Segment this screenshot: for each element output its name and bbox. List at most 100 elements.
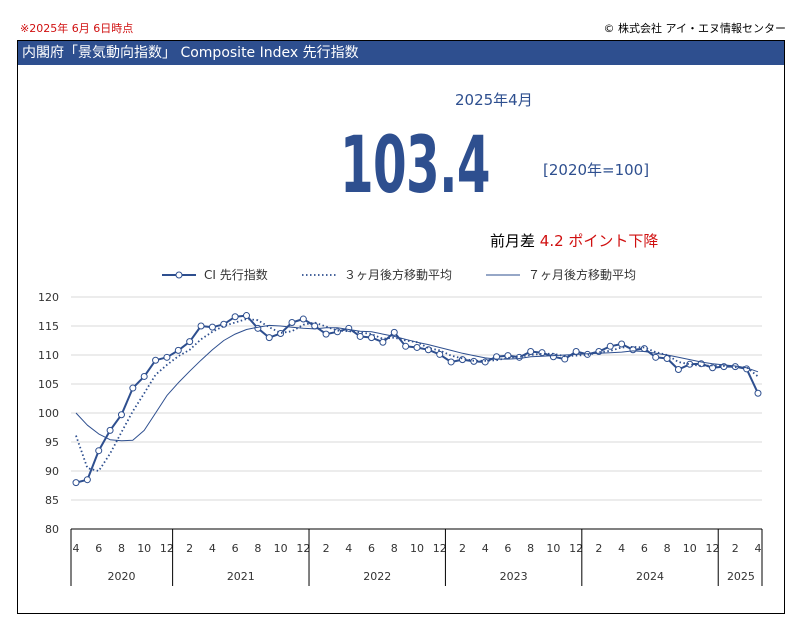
data-point xyxy=(538,349,546,357)
x-tick-label: 4 xyxy=(345,542,352,555)
y-axis: 80 85 90 95 100 105 110 115 120 xyxy=(38,291,59,536)
year-label: 2022 xyxy=(363,570,391,583)
data-point xyxy=(504,352,512,360)
data-point xyxy=(311,322,319,330)
legend-label: CI 先行指数 xyxy=(204,267,268,282)
as-of-note: ※2025年 6月 6日時点 xyxy=(20,22,134,35)
data-point xyxy=(390,328,398,336)
x-tick-label: 10 xyxy=(683,542,697,555)
y-tick-label: 95 xyxy=(45,436,59,449)
year-label: 2023 xyxy=(500,570,528,583)
x-tick-label: 4 xyxy=(73,542,80,555)
x-tick-label: 8 xyxy=(527,542,534,555)
year-label: 2025 xyxy=(727,570,755,583)
data-point xyxy=(106,426,114,434)
x-tick-label: 6 xyxy=(641,542,648,555)
period-label: 2025年4月 xyxy=(455,91,533,109)
x-tick-label: 8 xyxy=(118,542,125,555)
series-line-0 xyxy=(75,314,759,484)
y-tick-label: 120 xyxy=(38,291,59,304)
x-tick-label: 2 xyxy=(186,542,193,555)
data-point xyxy=(129,384,137,392)
x-tick-label: 12 xyxy=(160,542,174,555)
data-point xyxy=(356,332,364,340)
x-tick-label: 6 xyxy=(504,542,511,555)
x-tick-label: 2 xyxy=(459,542,466,555)
data-point xyxy=(402,342,410,350)
data-point xyxy=(220,320,228,328)
month-diff-prefix: 前月差 xyxy=(490,232,536,250)
month-diff-value: 4.2 ポイント下降 xyxy=(539,232,659,250)
x-tick-label: 10 xyxy=(274,542,288,555)
chart-legend: CI 先行指数 ３ヶ月後方移動平均 ７ヶ月後方移動平均 xyxy=(162,267,636,282)
x-tick-label: 12 xyxy=(569,542,583,555)
index-value: 103.4 xyxy=(340,121,490,211)
data-point xyxy=(368,334,376,342)
y-tick-label: 80 xyxy=(45,523,59,536)
data-point xyxy=(606,342,614,350)
series-line-2 xyxy=(75,324,759,442)
data-point xyxy=(379,338,387,346)
y-tick-label: 90 xyxy=(45,465,59,478)
copyright-text: © 株式会社 アイ・エヌ情報センター xyxy=(603,22,786,35)
data-point xyxy=(72,479,80,487)
x-tick-label: 6 xyxy=(95,542,102,555)
x-tick-label: 4 xyxy=(482,542,489,555)
data-point xyxy=(572,348,580,356)
data-point xyxy=(447,358,455,366)
chart-grid xyxy=(71,296,762,501)
data-point xyxy=(254,324,262,332)
x-tick-label: 4 xyxy=(618,542,625,555)
data-point xyxy=(527,348,535,356)
year-label: 2024 xyxy=(636,570,664,583)
data-point xyxy=(333,328,341,336)
y-tick-label: 100 xyxy=(38,407,59,420)
data-point xyxy=(197,322,205,330)
x-tick-label: 2 xyxy=(323,542,330,555)
data-point xyxy=(584,350,591,358)
data-point xyxy=(618,340,626,348)
data-point xyxy=(288,319,296,327)
x-tick-label: 6 xyxy=(368,542,375,555)
data-point xyxy=(413,343,421,351)
data-point xyxy=(243,312,250,320)
x-tick-label: 4 xyxy=(209,542,216,555)
data-point xyxy=(481,358,489,366)
x-tick-label: 8 xyxy=(391,542,398,555)
title-bar: 内閣府「景気動向指数」 Composite Index 先行指数 xyxy=(18,41,784,65)
month-diff: 前月差 4.2 ポイント下降 xyxy=(490,230,658,251)
data-point xyxy=(186,338,194,346)
data-point xyxy=(299,315,307,323)
year-label: 2020 xyxy=(107,570,135,583)
x-tick-label: 10 xyxy=(410,542,424,555)
data-point xyxy=(163,353,171,361)
data-point xyxy=(95,447,103,455)
x-tick-label: 8 xyxy=(254,542,261,555)
data-point xyxy=(674,366,682,373)
x-tick-label: 2 xyxy=(595,542,602,555)
data-point xyxy=(174,346,182,354)
x-tick-label: 4 xyxy=(755,542,762,555)
data-point xyxy=(436,350,444,358)
y-tick-label: 115 xyxy=(38,320,59,333)
data-point xyxy=(652,353,660,361)
data-point xyxy=(140,372,148,380)
year-label: 2021 xyxy=(227,570,255,583)
y-tick-label: 110 xyxy=(38,349,59,362)
legend-marker xyxy=(175,271,183,279)
data-point xyxy=(83,476,91,484)
x-tick-label: 12 xyxy=(296,542,310,555)
data-point xyxy=(754,389,762,397)
legend-label: ３ヶ月後方移動平均 xyxy=(344,267,452,282)
data-point xyxy=(231,313,239,321)
x-tick-label: 8 xyxy=(664,542,671,555)
x-tick-label: 2 xyxy=(732,542,739,555)
base-year-note: [2020年=100] xyxy=(543,161,650,179)
data-point xyxy=(208,323,216,331)
data-point xyxy=(424,346,432,354)
x-tick-label: 10 xyxy=(137,542,151,555)
data-point xyxy=(640,345,648,353)
y-tick-label: 85 xyxy=(45,494,59,507)
data-point xyxy=(117,411,125,419)
